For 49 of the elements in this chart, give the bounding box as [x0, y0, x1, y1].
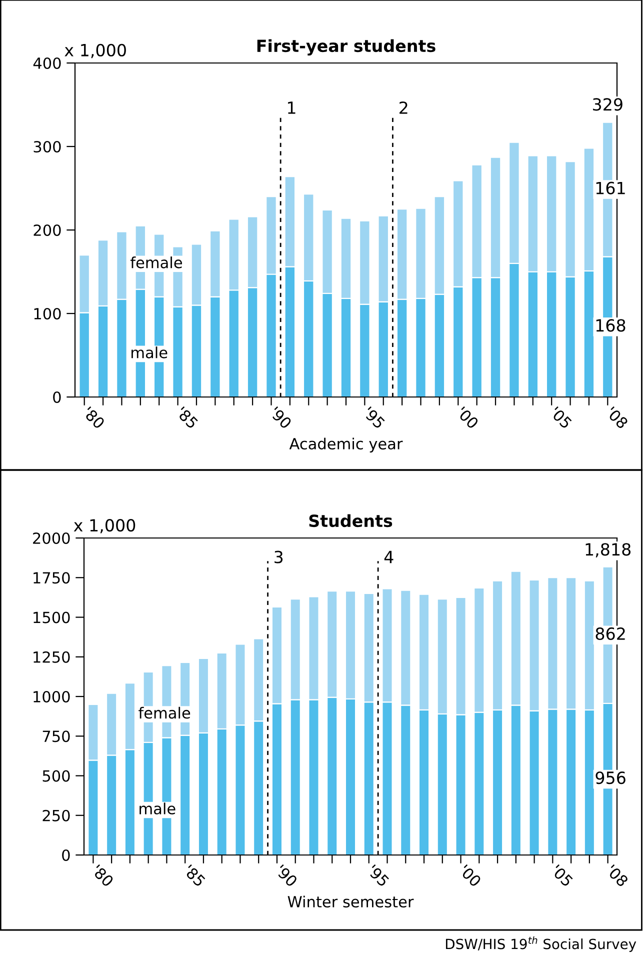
x-tick-label: '05: [549, 406, 572, 430]
y-tick-label: 1250: [34, 651, 70, 663]
text: DSW/HIS 19$^{th}$ Social Survey: [446, 936, 636, 952]
x-tick-label: '90: [269, 406, 292, 430]
y-tick-label: 500: [42, 770, 70, 782]
y-tick-label: 1500: [34, 612, 70, 624]
data-label: 956: [596, 771, 626, 784]
x-tick-label: '00: [458, 864, 482, 888]
x-tick-label: '80: [91, 864, 114, 888]
x-axis-title: Academic year: [289, 438, 403, 452]
x-tick-label: '80: [82, 406, 106, 430]
chart-title: First-year students: [257, 39, 436, 56]
total-label: 1,818: [586, 543, 631, 558]
annotation: 2: [400, 101, 408, 114]
annotation: 1: [288, 102, 296, 114]
x-tick-label: '95: [366, 864, 390, 888]
y-tick-label: 400: [33, 57, 61, 70]
series-label: male: [132, 346, 168, 358]
data-label: 168: [596, 319, 626, 332]
y-axis-title: x 1,000: [74, 518, 136, 534]
y-tick-label: 250: [42, 810, 70, 822]
chart-title: Students: [309, 514, 392, 528]
x-tick-label: '08: [606, 864, 629, 888]
x-tick-label: '00: [456, 406, 480, 430]
y-tick-label: 1000: [34, 690, 70, 703]
x-tick-label: '85: [182, 864, 206, 888]
annotation: 3: [274, 550, 283, 564]
y-tick-label: 1750: [34, 572, 70, 584]
y-tick-label: 750: [42, 730, 70, 742]
annotation: 4: [384, 550, 394, 564]
x-tick-label: '95: [362, 406, 386, 430]
x-tick-label: '08: [606, 406, 629, 430]
data-label: 862: [596, 627, 625, 640]
x-axis-title: Winter semester: [288, 896, 414, 908]
y-tick-label: 2000: [33, 532, 70, 544]
y-axis-title: x 1,000: [64, 44, 126, 58]
data-label: 161: [596, 182, 625, 194]
x-tick-label: '90: [274, 864, 298, 888]
x-tick-label: '05: [550, 864, 574, 888]
y-tick-label: 300: [34, 140, 61, 153]
x-tick-label: '85: [176, 406, 199, 430]
y-tick-label: 200: [34, 224, 61, 236]
y-tick-label: 0: [62, 849, 70, 862]
series-label: female: [138, 706, 190, 719]
series-label: female: [130, 256, 182, 268]
y-tick-label: 0: [53, 391, 61, 404]
total-label: 329: [593, 98, 622, 111]
series-label: male: [140, 802, 176, 814]
y-tick-label: 100: [34, 308, 61, 320]
